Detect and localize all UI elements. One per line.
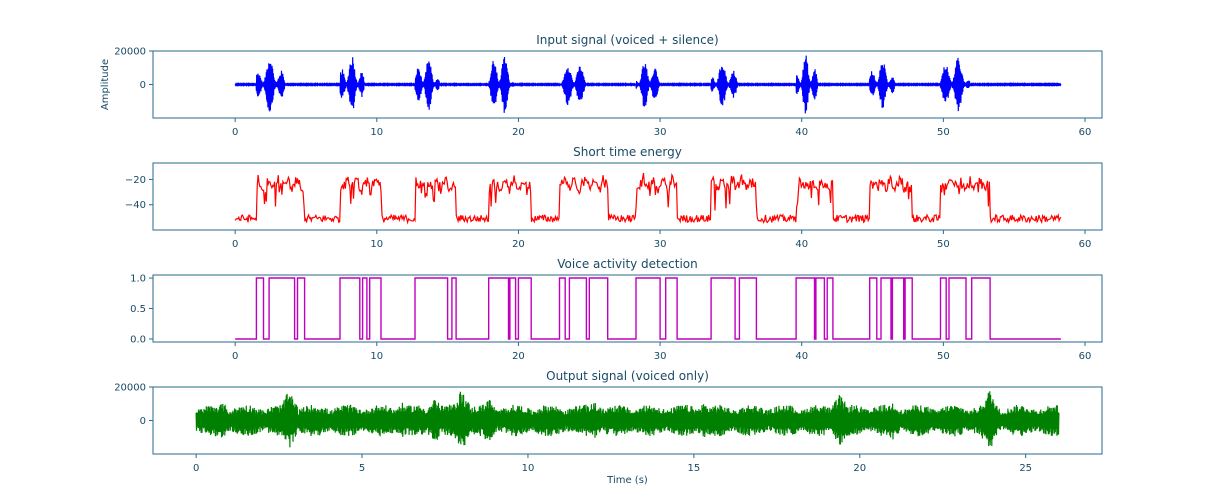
x-tick-label: 10 — [370, 351, 383, 362]
x-tick-label: 30 — [654, 239, 667, 250]
series-line — [235, 277, 1061, 340]
panel-short-time-energy: Short time energy 0 10 20 30 40 50 60 −20 −40 — [125, 145, 1103, 250]
y-tick-label: 0 — [140, 416, 146, 427]
x-tick-label: 60 — [1079, 127, 1092, 138]
plot-frame — [152, 162, 1103, 231]
x-tick-label: 10 — [370, 239, 383, 250]
y-tick-label: 0.5 — [130, 304, 146, 315]
x-tick-label: 0 — [232, 239, 238, 250]
x-tick-label: 10 — [370, 127, 383, 138]
x-tick-label: 20 — [512, 127, 525, 138]
x-tick-label: 10 — [522, 463, 535, 474]
panel-input-signal: Input signal (voiced + silence) Amplitud… — [100, 33, 1103, 138]
series-line — [234, 172, 1062, 225]
x-tick-label: 0 — [232, 351, 238, 362]
x-tick-label: 60 — [1079, 351, 1092, 362]
x-tick-label: 40 — [795, 127, 808, 138]
x-tick-label: 40 — [795, 351, 808, 362]
x-tick-label: 30 — [654, 127, 667, 138]
x-tick-label: 20 — [512, 351, 525, 362]
x-tick-label: 50 — [937, 239, 950, 250]
x-tick-label: 30 — [654, 351, 667, 362]
panel-output-signal: Output signal (voiced only) Time (s) 0 5 1… — [114, 369, 1103, 486]
panel-title: Output signal (voiced only) — [546, 369, 709, 383]
y-tick-label: 0 — [140, 80, 146, 91]
x-axis-label: Time (s) — [606, 475, 648, 486]
x-tick-label: 0 — [193, 463, 199, 474]
x-tick-label: 40 — [795, 239, 808, 250]
x-tick-label: 20 — [512, 239, 525, 250]
y-tick-label: −40 — [125, 200, 146, 211]
y-tick-label: 0.0 — [130, 334, 146, 345]
panel-title: Input signal (voiced + silence) — [536, 33, 719, 47]
y-tick-label: −20 — [125, 175, 146, 186]
y-tick-label: 20000 — [114, 47, 146, 58]
x-tick-label: 50 — [937, 127, 950, 138]
x-tick-label: 20 — [853, 463, 866, 474]
series-line — [195, 391, 1060, 448]
plot-frame — [152, 274, 1103, 343]
panel-voice-activity: Voice activity detection 0 10 20 30 40 50 60 0.… — [130, 257, 1103, 362]
y-tick-label: 20000 — [114, 383, 146, 394]
panel-title: Short time energy — [573, 145, 682, 159]
panel-title: Voice activity detection — [557, 257, 697, 271]
x-tick-label: 15 — [687, 463, 700, 474]
x-tick-label: 0 — [232, 127, 238, 138]
x-tick-label: 50 — [937, 351, 950, 362]
series-line — [234, 55, 1062, 114]
x-tick-label: 25 — [1019, 463, 1032, 474]
x-tick-label: 60 — [1079, 239, 1092, 250]
x-tick-label: 5 — [359, 463, 365, 474]
y-axis-label: Amplitude — [100, 59, 111, 110]
y-tick-label: 1.0 — [130, 274, 146, 285]
